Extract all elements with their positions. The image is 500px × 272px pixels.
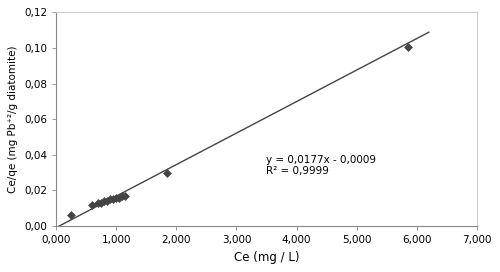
Point xyxy=(100,199,108,203)
X-axis label: Ce (mg / L): Ce (mg / L) xyxy=(234,251,299,264)
Point xyxy=(164,171,172,175)
Point xyxy=(109,197,117,202)
Point xyxy=(103,199,111,203)
Point xyxy=(94,201,102,205)
Point xyxy=(88,203,96,207)
Y-axis label: Ce/qe (mg Pb⁺²/g diatomite): Ce/qe (mg Pb⁺²/g diatomite) xyxy=(8,45,18,193)
Point xyxy=(115,195,123,200)
Point xyxy=(112,195,120,200)
Point xyxy=(118,194,126,198)
Point xyxy=(121,194,129,198)
Point xyxy=(97,201,105,205)
Point xyxy=(67,213,75,218)
Text: y = 0,0177x - 0,0009
R² = 0,9999: y = 0,0177x - 0,0009 R² = 0,9999 xyxy=(266,155,376,176)
Point xyxy=(404,45,412,49)
Point xyxy=(106,197,114,202)
